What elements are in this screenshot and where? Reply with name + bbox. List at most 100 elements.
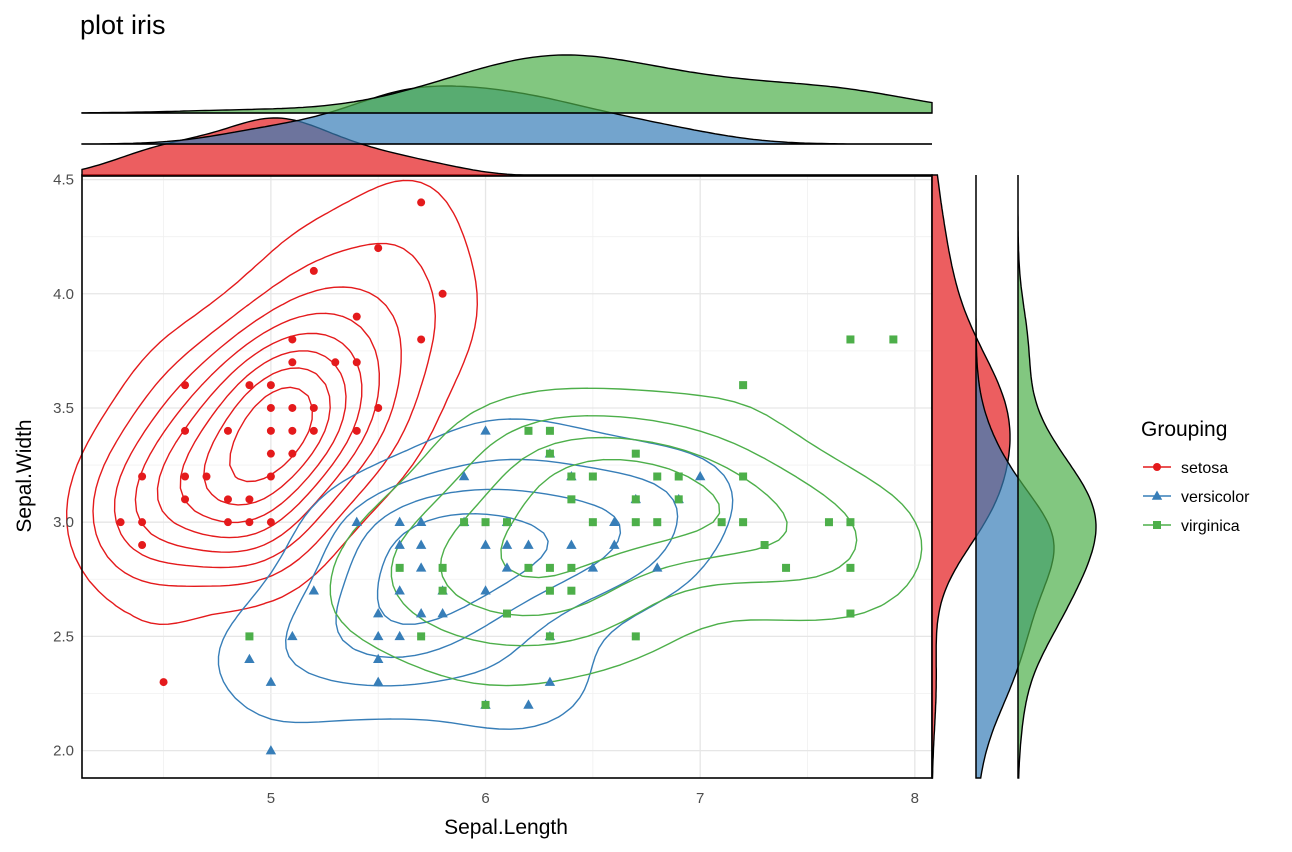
virginica-point bbox=[674, 472, 683, 481]
virginica-point bbox=[567, 472, 576, 481]
legend-item-versicolor: versicolor bbox=[1143, 489, 1250, 506]
virginica-point bbox=[545, 563, 554, 572]
virginica-point bbox=[631, 518, 640, 527]
setosa-point bbox=[223, 426, 232, 435]
setosa-point bbox=[352, 426, 361, 435]
virginica-point bbox=[588, 518, 597, 527]
top-marginal-density bbox=[81, 54, 933, 177]
versicolor-point bbox=[244, 653, 255, 664]
setosa-point bbox=[223, 495, 232, 504]
versicolor-point bbox=[609, 516, 620, 526]
virginica-point bbox=[846, 563, 855, 572]
virginica-point bbox=[524, 426, 533, 435]
versicolor-point bbox=[394, 516, 405, 526]
x-tick-label: 8 bbox=[911, 790, 919, 807]
x-axis-label: Sepal.Length bbox=[444, 816, 568, 839]
setosa-point bbox=[245, 381, 254, 390]
versicolor-point bbox=[287, 630, 298, 641]
setosa-point bbox=[266, 518, 275, 527]
y-tick-label: 3.0 bbox=[53, 514, 74, 531]
setosa-point bbox=[288, 449, 297, 458]
setosa-point bbox=[309, 426, 318, 435]
virginica-point bbox=[395, 563, 404, 572]
versicolor-point bbox=[373, 630, 384, 641]
virginica-point bbox=[739, 518, 748, 527]
versicolor-point bbox=[587, 562, 599, 572]
setosa-contour bbox=[203, 367, 331, 506]
virginica-point bbox=[545, 449, 554, 458]
versicolor-point bbox=[480, 539, 491, 549]
versicolor-point bbox=[480, 425, 491, 435]
versicolor-point bbox=[480, 585, 491, 595]
setosa-point bbox=[352, 312, 361, 321]
grid-lines bbox=[82, 175, 932, 778]
virginica-point bbox=[567, 495, 576, 504]
y-tick-label: 2.5 bbox=[53, 628, 74, 645]
setosa-point bbox=[245, 518, 254, 527]
versicolor-point bbox=[694, 471, 706, 481]
x-tick-label: 5 bbox=[267, 790, 275, 807]
legend-item-setosa: setosa bbox=[1143, 460, 1228, 477]
legend: Grouping setosa versicolor virginica bbox=[1141, 418, 1250, 535]
setosa-point bbox=[181, 472, 190, 481]
versicolor-point bbox=[394, 539, 405, 549]
setosa-contour bbox=[66, 179, 478, 625]
virginica-point bbox=[846, 518, 855, 527]
setosa-point bbox=[138, 518, 147, 527]
setosa-point bbox=[417, 198, 426, 207]
versicolor-point bbox=[308, 585, 320, 595]
setosa-point bbox=[288, 426, 297, 435]
versicolor-point bbox=[501, 562, 513, 572]
virginica-point bbox=[567, 586, 576, 595]
setosa-point bbox=[181, 426, 190, 435]
versicolor-point bbox=[265, 676, 277, 686]
setosa-point bbox=[309, 403, 318, 412]
virginica-point bbox=[588, 472, 597, 481]
virginica-point bbox=[782, 563, 791, 572]
data-points bbox=[116, 198, 898, 755]
x-tick-label: 7 bbox=[696, 790, 704, 807]
setosa-point bbox=[159, 678, 168, 687]
versicolor-point bbox=[544, 676, 556, 686]
y-tick-label: 3.5 bbox=[53, 400, 74, 417]
setosa-point bbox=[181, 381, 190, 390]
virginica-x-density bbox=[81, 54, 933, 114]
virginica-point bbox=[503, 609, 511, 618]
versicolor-point bbox=[652, 562, 663, 572]
versicolor-point bbox=[351, 516, 362, 526]
virginica-point bbox=[417, 632, 426, 641]
setosa-point bbox=[352, 358, 361, 367]
setosa-point bbox=[331, 358, 340, 367]
virginica-point bbox=[631, 495, 640, 504]
virginica-point bbox=[846, 335, 855, 344]
legend-key-marker bbox=[1153, 463, 1161, 471]
setosa-point bbox=[288, 335, 297, 344]
virginica-contour bbox=[329, 387, 923, 687]
setosa-point bbox=[245, 495, 254, 504]
virginica-point bbox=[524, 563, 533, 572]
y-axis-ticks: 2.0 2.5 3.0 3.5 4.0 4.5 bbox=[53, 172, 74, 760]
virginica-point bbox=[631, 449, 640, 458]
setosa-point bbox=[181, 495, 190, 504]
density-contours bbox=[66, 179, 923, 730]
setosa-point bbox=[288, 358, 297, 367]
setosa-point bbox=[116, 518, 125, 527]
versicolor-point bbox=[415, 562, 427, 572]
virginica-point bbox=[717, 518, 726, 527]
versicolor-point bbox=[415, 608, 427, 618]
virginica-contour bbox=[390, 415, 858, 647]
virginica-point bbox=[889, 335, 898, 344]
y-tick-label: 2.0 bbox=[53, 743, 74, 760]
versicolor-point bbox=[394, 630, 405, 641]
virginica-point bbox=[545, 426, 554, 435]
versicolor-point bbox=[609, 539, 620, 549]
setosa-point bbox=[266, 472, 275, 481]
versicolor-point bbox=[415, 539, 427, 549]
setosa-point bbox=[417, 335, 426, 344]
legend-label: versicolor bbox=[1181, 489, 1250, 506]
versicolor-point bbox=[373, 653, 384, 664]
legend-label: setosa bbox=[1181, 460, 1228, 477]
right-marginal-density bbox=[931, 174, 1097, 779]
virginica-point bbox=[739, 472, 748, 481]
